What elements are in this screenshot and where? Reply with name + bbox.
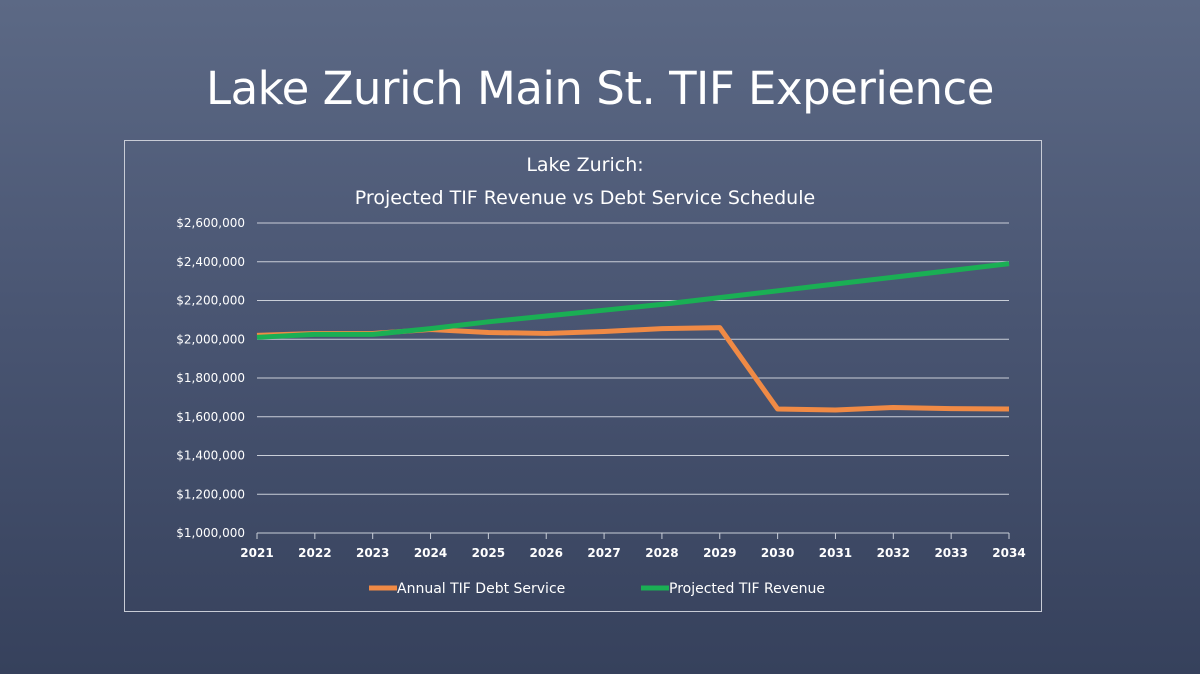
y-tick-label: $1,400,000 [176,449,245,463]
chart-frame: Lake Zurich: Projected TIF Revenue vs De… [124,140,1042,612]
x-tick-label: 2024 [414,546,447,560]
y-axis-tick-labels: $1,000,000 $1,200,000 $1,400,000 $1,600,000… [176,216,245,540]
chart-title-line-2: Projected TIF Revenue vs Debt Service Sc… [355,187,815,209]
chart-title-line-1: Lake Zurich: [526,154,643,176]
x-tick-label: 2034 [992,546,1025,560]
series-line-revenue [256,261,1010,340]
series-line-debt-service [256,325,1010,413]
x-tick-label: 2026 [530,546,563,560]
series-lines [256,261,1010,413]
x-tick-label: 2025 [472,546,505,560]
x-axis [256,532,1010,539]
y-tick-label: $2,600,000 [176,216,245,230]
legend-label-revenue: Projected TIF Revenue [669,581,825,597]
y-tick-label: $1,800,000 [176,371,245,385]
y-tick-label: $1,200,000 [176,487,245,501]
x-tick-label: 2029 [703,546,736,560]
x-axis-tick-labels: 2021 2022 2023 2024 2025 2026 2027 2028 2029 2030… [240,546,1025,560]
y-tick-label: $2,200,000 [176,294,245,308]
legend: Annual TIF Debt Service Projected TIF Rev… [369,581,825,597]
x-tick-label: 2032 [877,546,910,560]
line-chart: Lake Zurich: Projected TIF Revenue vs De… [176,154,1025,597]
x-tick-label: 2030 [761,546,794,560]
y-tick-label: $1,000,000 [176,526,245,540]
gridlines [257,222,1009,495]
y-tick-label: $2,000,000 [176,332,245,346]
x-tick-label: 2027 [587,546,620,560]
x-tick-label: 2031 [819,546,852,560]
legend-label-debt-service: Annual TIF Debt Service [397,581,565,597]
x-tick-label: 2021 [240,546,273,560]
x-tick-label: 2028 [645,546,678,560]
x-tick-label: 2033 [934,546,967,560]
slide-title: Lake Zurich Main St. TIF Experience [206,62,994,115]
y-tick-label: $1,600,000 [176,410,245,424]
x-tick-label: 2022 [298,546,331,560]
y-tick-label: $2,400,000 [176,255,245,269]
x-tick-label: 2023 [356,546,389,560]
